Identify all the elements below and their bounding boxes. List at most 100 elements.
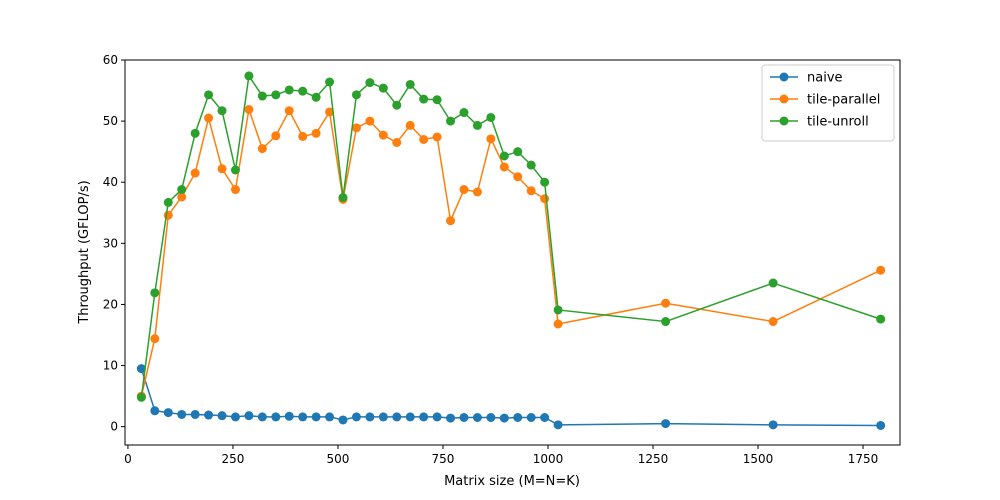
data-point <box>311 412 321 422</box>
data-point <box>204 90 214 100</box>
data-point <box>190 409 200 419</box>
data-point <box>499 413 509 423</box>
data-point <box>472 187 482 197</box>
data-point <box>432 95 442 105</box>
data-point <box>876 265 886 275</box>
x-tick-label: 1000 <box>533 452 564 466</box>
data-point <box>486 112 496 122</box>
data-point <box>768 420 778 430</box>
data-point <box>150 334 160 344</box>
data-point <box>257 91 267 101</box>
series-naive <box>136 364 886 430</box>
data-point <box>325 412 335 422</box>
data-point <box>540 413 550 422</box>
data-point <box>392 412 402 422</box>
x-axis: 0 250 500 750 1000 1250 1500 1750 <box>124 445 878 466</box>
data-point <box>768 278 778 288</box>
data-point <box>553 420 563 430</box>
data-point <box>499 162 509 172</box>
x-tick-label: 1250 <box>638 452 669 466</box>
data-point <box>499 151 509 161</box>
data-point <box>432 132 442 142</box>
legend-label: tile-parallel <box>807 93 880 108</box>
data-point <box>311 92 321 102</box>
data-point <box>540 194 550 204</box>
data-point <box>230 412 240 422</box>
data-point <box>526 160 536 170</box>
data-point <box>513 147 523 157</box>
data-point <box>526 186 536 196</box>
data-point <box>378 83 388 93</box>
data-point <box>298 86 308 96</box>
legend-item: naive <box>770 71 843 86</box>
data-point <box>459 185 469 195</box>
data-point <box>136 364 146 374</box>
data-point <box>217 106 227 116</box>
data-point <box>204 113 214 123</box>
y-axis: 0 10 20 30 40 50 60 <box>103 53 125 434</box>
data-point <box>244 105 254 114</box>
data-point <box>432 412 442 422</box>
data-point <box>526 413 536 422</box>
data-point <box>486 134 496 144</box>
data-point <box>768 317 778 327</box>
legend-marker <box>779 94 789 104</box>
y-tick-label: 10 <box>103 359 118 373</box>
data-point <box>365 412 375 422</box>
data-point <box>257 144 267 154</box>
data-point <box>244 411 254 421</box>
y-tick-label: 40 <box>103 175 118 189</box>
data-point <box>257 412 267 422</box>
data-point <box>351 90 361 100</box>
data-point <box>163 197 173 207</box>
data-point <box>405 120 415 130</box>
data-point <box>876 420 886 430</box>
data-point <box>486 413 496 422</box>
y-tick-label: 50 <box>103 114 118 128</box>
legend-label: tile-unroll <box>807 115 869 130</box>
y-tick-label: 0 <box>110 420 118 434</box>
legend-marker <box>779 72 789 82</box>
data-point <box>446 116 456 126</box>
data-point <box>244 71 254 81</box>
data-point <box>472 413 482 422</box>
legend-box <box>761 64 895 142</box>
legend-marker <box>779 116 789 126</box>
data-point <box>661 317 671 327</box>
legend-item: tile-unroll <box>770 115 869 130</box>
x-tick-label: 0 <box>124 452 132 466</box>
data-point <box>661 298 671 308</box>
legend: naive tile-parallel tile-unroll <box>761 64 895 142</box>
data-point <box>419 94 429 104</box>
data-point <box>338 193 348 202</box>
data-point <box>419 412 429 422</box>
data-point <box>378 130 388 140</box>
data-point <box>325 77 335 87</box>
data-point <box>405 79 415 89</box>
data-point <box>446 216 456 226</box>
data-point <box>459 413 469 422</box>
series-layer <box>136 71 886 430</box>
data-point <box>392 138 402 147</box>
data-point <box>661 419 671 429</box>
x-tick-label: 1750 <box>848 452 879 466</box>
data-point <box>513 172 523 182</box>
data-point <box>177 185 187 195</box>
data-point <box>459 108 469 118</box>
data-point <box>150 288 160 298</box>
data-point <box>230 165 240 175</box>
data-point <box>284 106 294 116</box>
data-point <box>338 415 348 425</box>
data-point <box>325 107 335 117</box>
y-axis-label: Throughput (GFLOP/s) <box>77 180 92 324</box>
data-point <box>150 406 160 416</box>
data-point <box>271 90 281 100</box>
x-tick-label: 500 <box>327 452 350 466</box>
y-tick-label: 60 <box>103 53 118 67</box>
data-point <box>271 131 281 141</box>
data-point <box>540 177 550 187</box>
data-point <box>351 412 361 422</box>
data-point <box>177 192 187 202</box>
y-tick-label: 20 <box>103 297 118 311</box>
